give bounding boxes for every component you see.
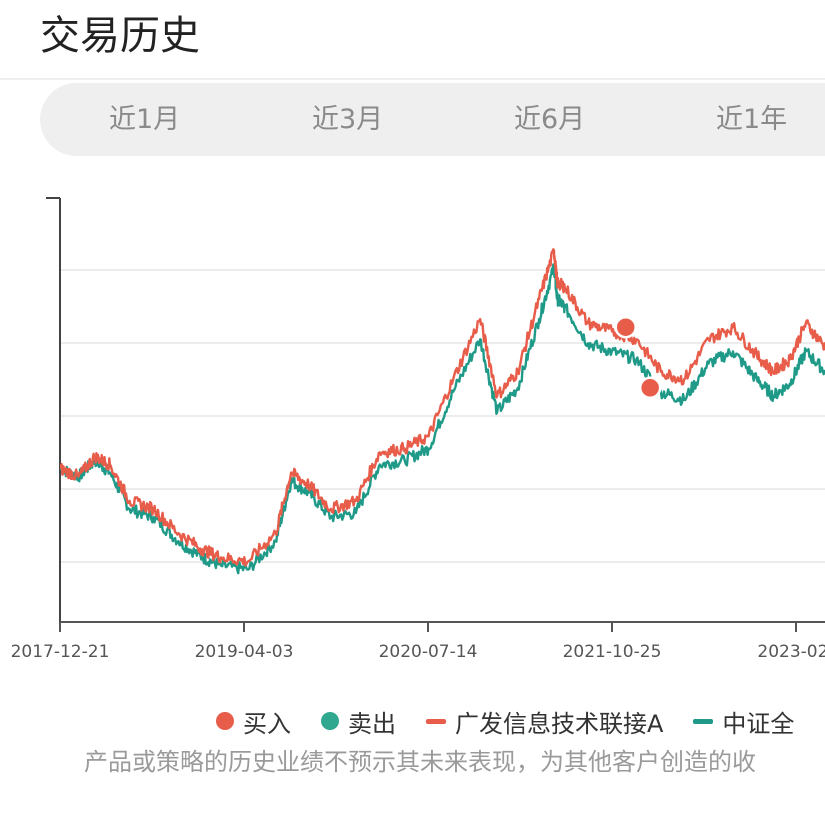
legend-item-buy[interactable]: 买入: [216, 704, 291, 739]
period-tab-bar: 近1月 近3月 近6月 近1年: [40, 83, 825, 156]
legend-item-index[interactable]: 中证全: [693, 704, 794, 739]
index-series-line: [60, 263, 825, 575]
fund-series-line: [60, 248, 825, 567]
buy-marker-1: [638, 376, 662, 400]
x-tick-label-3: 2021-10-25: [563, 642, 662, 662]
x-tick-label-2: 2020-07-14: [379, 642, 478, 662]
legend-fund-label: 广发信息技术联接A: [455, 709, 664, 738]
sell-dot-icon: [321, 712, 339, 730]
page-title: 交易历史: [40, 13, 200, 59]
fund-line-icon: [426, 718, 446, 724]
tab-3-months[interactable]: 近3月: [312, 104, 384, 135]
index-line-icon: [693, 718, 714, 724]
x-tick-label-4: 2023-02-: [757, 642, 825, 662]
legend-item-sell[interactable]: 卖出: [321, 704, 396, 739]
legend-sell-label: 卖出: [348, 709, 396, 738]
tab-6-months[interactable]: 近6月: [514, 104, 586, 135]
buy-marker-0: [614, 315, 637, 339]
buy-dot-icon: [216, 712, 234, 730]
title-divider: [0, 78, 825, 80]
x-tick-label-1: 2019-04-03: [195, 642, 294, 662]
legend-buy-label: 买入: [243, 709, 291, 738]
x-tick-label-0: 2017-12-21: [11, 642, 110, 662]
legend-item-fund[interactable]: 广发信息技术联接A: [426, 704, 663, 739]
trade-history-chart: 2017-12-21 2019-04-03 2020-07-14 2021-10-25…: [11, 197, 825, 662]
tab-1-year[interactable]: 近1年: [716, 104, 788, 135]
chart-legend: 买入 卖出 广发信息技术联接A 中证全: [216, 704, 824, 738]
legend-index-label: 中证全: [722, 709, 795, 738]
tab-1-month[interactable]: 近1月: [109, 104, 181, 135]
disclaimer-text: 产品或策略的历史业绩不预示其未来表现，为其他客户创造的收: [84, 748, 756, 776]
